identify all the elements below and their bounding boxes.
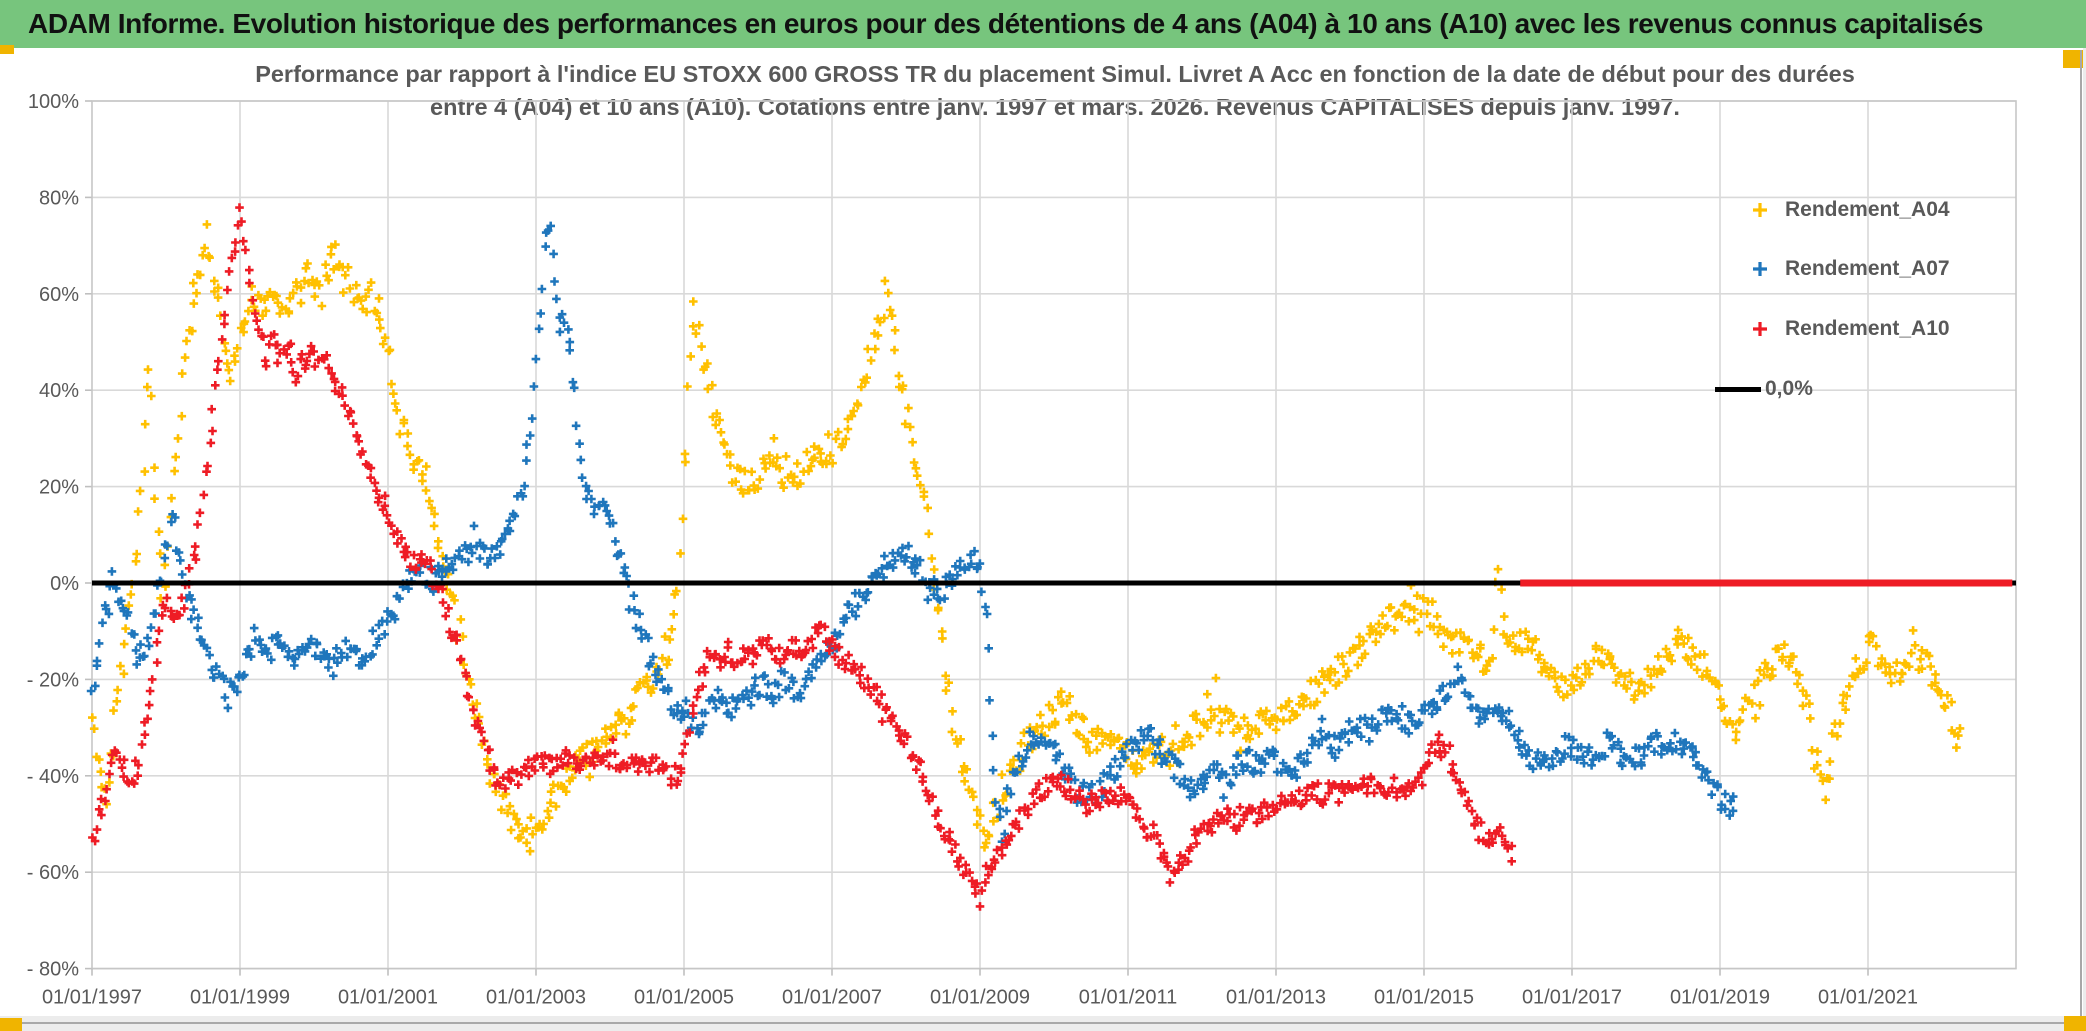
x-axis-label: 01/01/2019 (1670, 987, 1770, 1009)
y-axis-label: 60% (39, 284, 79, 306)
y-axis-label: 20% (39, 477, 79, 499)
bottom-border-line (0, 1022, 2086, 1024)
legend-label: Rendement_A04 (1785, 198, 1950, 221)
series-Rendement_A07 (86, 221, 1738, 846)
plot-frame (91, 100, 2017, 970)
frame-accent-top-left (0, 45, 14, 54)
chart-title: Performance par rapport à l'indice EU ST… (180, 58, 1930, 124)
y-axis-label: 0% (50, 573, 79, 595)
series-Rendement_A10 (88, 203, 1517, 911)
y-axis-label: - 60% (27, 862, 79, 884)
x-axis-label: 01/01/1997 (42, 987, 142, 1009)
y-axis-label: - 80% (27, 959, 79, 981)
x-axis-label: 01/01/2011 (1079, 987, 1178, 1009)
y-axis-label: 100% (28, 91, 79, 113)
x-axis-label: 01/01/2015 (1374, 987, 1474, 1009)
page-title: ADAM Informe. Evolution historique des p… (28, 8, 1984, 39)
title-bar: ADAM Informe. Evolution historique des p… (0, 0, 2086, 48)
legend-label: Rendement_A10 (1785, 317, 1950, 340)
y-axis-label: 40% (39, 380, 79, 402)
legend-item-a04: Rendement_A04 (1735, 195, 1950, 225)
right-edge-band (2083, 48, 2086, 1031)
x-axis-label: 01/01/2021 (1818, 987, 1918, 1009)
legend-label: 0,0% (1765, 377, 1813, 400)
frame-accent-bottom-left (0, 1018, 22, 1031)
plus-marker-icon (1735, 260, 1785, 278)
series-Rendement_A04 (88, 220, 1965, 856)
plus-marker-icon (1735, 201, 1785, 219)
y-axis-label: - 20% (27, 669, 79, 691)
legend-label: Rendement_A07 (1785, 257, 1950, 280)
x-axis-label: 01/01/2017 (1522, 987, 1622, 1009)
plus-marker-icon (1735, 320, 1785, 338)
x-axis-label: 01/01/2001 (338, 987, 438, 1009)
legend-item-a10: Rendement_A10 (1735, 314, 1950, 344)
right-border-line (2080, 50, 2082, 1023)
legend-item-zero-line: 0,0% (1715, 374, 1813, 404)
chart-title-line1: Performance par rapport à l'indice EU ST… (255, 61, 1855, 87)
x-axis-label: 01/01/2013 (1226, 987, 1326, 1009)
x-axis-label: 01/01/1999 (190, 987, 290, 1009)
y-axis-label: - 40% (27, 766, 79, 788)
x-axis-label: 01/01/2005 (634, 987, 734, 1009)
frame-accent-bottom-right (2064, 1016, 2086, 1031)
legend-item-a07: Rendement_A07 (1735, 254, 1950, 284)
zero-line-sample (1715, 386, 1761, 392)
chart-title-line2: entre 4 (A04) et 10 ans (A10). Cotations… (430, 94, 1680, 120)
x-axis-label: 01/01/2007 (782, 987, 882, 1009)
x-axis-label: 01/01/2009 (930, 987, 1030, 1009)
y-axis-label: 80% (39, 187, 79, 209)
x-axis-label: 01/01/2003 (486, 987, 586, 1009)
